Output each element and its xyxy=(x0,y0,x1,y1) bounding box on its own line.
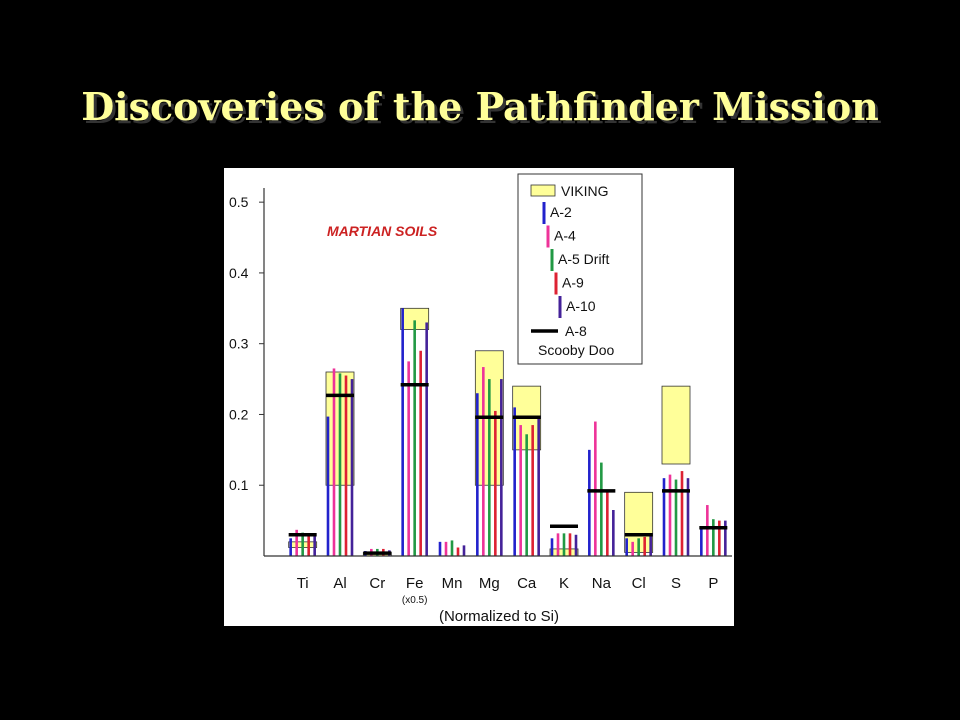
bar-a-2-mn xyxy=(438,541,442,556)
x-tick-label: Fe xyxy=(406,575,424,592)
y-tick-label: 0.4 xyxy=(229,265,249,281)
x-tick-label: Cl xyxy=(632,575,646,592)
bar-a-5-drift-fe xyxy=(413,320,416,556)
x-tick-label: Na xyxy=(592,575,612,592)
y-tick-label: 0.2 xyxy=(229,406,249,422)
legend-label-scooby-doo: Scooby Doo xyxy=(538,342,614,358)
y-tick-label: 0.5 xyxy=(229,194,249,210)
bar-a-4-ca xyxy=(519,425,522,556)
bar-a-9-fe xyxy=(419,350,422,556)
x-tick-label: S xyxy=(671,575,681,592)
bar-a-9-al xyxy=(344,375,348,556)
x-tick-label: Ca xyxy=(517,575,537,592)
bar-a-10-cl xyxy=(649,534,652,556)
chart-annotation: MARTIAN SOILS xyxy=(327,223,438,239)
x-tick-label: Al xyxy=(333,575,346,592)
bar-a-4-k xyxy=(556,533,560,556)
bar-a-4-cl xyxy=(631,541,634,556)
bar-a-2-al xyxy=(326,416,330,556)
bar-a-10-mn xyxy=(462,545,466,556)
slide-title: Discoveries of the Pathfinder Mission xyxy=(81,84,879,129)
chart: 0.1 0.2 0.3 0.4 0.5 Ti Al Cr Fe (x0.5) Mn Mg Ca K Na Cl… xyxy=(229,173,732,625)
bar-a-4-s xyxy=(668,474,672,556)
bar-a-2-na xyxy=(588,449,591,556)
axes: 0.1 0.2 0.3 0.4 0.5 Ti Al Cr Fe (x0.5) Mn Mg Ca K Na Cl… xyxy=(229,188,732,606)
bar-a-2-mg xyxy=(476,393,479,556)
bar-a-10-p xyxy=(724,520,727,556)
bar-a-10-ca xyxy=(537,418,540,556)
bar-a-5-drift-s xyxy=(674,479,678,556)
bar-a-10-na xyxy=(612,510,615,556)
bar-a-2-s xyxy=(662,478,666,556)
bar-a-9-na xyxy=(606,492,609,556)
bar-a-5-drift-p xyxy=(712,519,715,556)
y-tick-label: 0.3 xyxy=(229,336,249,352)
bar-a-10-mg xyxy=(500,379,503,556)
bar-a-5-drift-ca xyxy=(525,434,528,556)
bar-a-5-drift-k xyxy=(562,533,566,556)
x-tick-label: P xyxy=(708,575,718,592)
legend-viking-swatch xyxy=(530,184,556,197)
bar-a-4-mg xyxy=(482,367,485,556)
bar-a-5-drift-na xyxy=(600,462,603,556)
bar-a-4-fe xyxy=(407,361,410,556)
viking-range-s xyxy=(661,385,691,465)
legend-label-a-2: A-2 xyxy=(550,204,572,220)
bar-a-2-fe xyxy=(401,308,404,556)
x-tick-note: (x0.5) xyxy=(402,595,428,606)
bar-a-9-ti xyxy=(307,534,310,556)
bar-a-10-fe xyxy=(425,322,428,556)
bar-a-4-al xyxy=(332,368,336,556)
bar-a-10-k xyxy=(574,534,578,556)
bar-a-2-p xyxy=(700,527,703,556)
bar-a-2-k xyxy=(550,538,554,556)
bar-a-10-ti xyxy=(313,536,316,556)
bar-a-2-cl xyxy=(625,538,628,556)
bar-a-4-p xyxy=(706,505,709,556)
bar-a-9-ca xyxy=(531,425,534,556)
bar-a-2-ca xyxy=(513,407,516,556)
bar-a-4-na xyxy=(594,421,597,556)
bar-a-5-drift-mg xyxy=(488,379,491,556)
series-bars xyxy=(289,308,727,556)
legend-viking-label: VIKING xyxy=(561,183,608,199)
scooby-doo-markers xyxy=(288,382,728,555)
bar-a-9-mn xyxy=(456,547,460,556)
x-tick-label: Mn xyxy=(442,575,463,592)
bar-a-10-s xyxy=(686,478,690,556)
legend-label-a-10: A-10 xyxy=(566,298,596,314)
bar-a-9-k xyxy=(568,533,572,556)
bar-a-9-mg xyxy=(494,410,497,556)
x-tick-label: K xyxy=(559,575,569,592)
bar-a-5-drift-cl xyxy=(637,538,640,556)
chart-panel: 0.1 0.2 0.3 0.4 0.5 Ti Al Cr Fe (x0.5) Mn Mg Ca K Na Cl… xyxy=(224,168,734,626)
x-axis-label: (Normalized to Si) xyxy=(439,608,559,625)
x-tick-label: Cr xyxy=(369,575,385,592)
legend-label-a8: A-8 xyxy=(565,323,587,339)
bar-a-4-mn xyxy=(444,541,448,556)
bar-a-5-drift-al xyxy=(338,373,342,556)
bar-a-2-ti xyxy=(289,538,292,556)
bar-a-9-p xyxy=(718,520,721,556)
bar-a-9-s xyxy=(680,471,684,556)
bar-a-4-ti xyxy=(295,529,298,556)
x-tick-label: Mg xyxy=(479,575,500,592)
bar-a-5-drift-ti xyxy=(301,532,304,556)
legend-label-a-9: A-9 xyxy=(562,275,584,291)
y-tick-label: 0.1 xyxy=(229,477,249,493)
legend-label-a-4: A-4 xyxy=(554,228,576,244)
x-tick-label: Ti xyxy=(297,575,309,592)
legend-label-a-5-drift: A-5 Drift xyxy=(558,251,609,267)
bar-a-10-al xyxy=(350,379,354,556)
bar-a-9-cl xyxy=(643,536,646,556)
legend: VIKING A-2 A-4 A-5 Drift A-9 A-10 A-8 Scooby Do… xyxy=(517,173,643,365)
bar-a-5-drift-mn xyxy=(450,540,454,556)
